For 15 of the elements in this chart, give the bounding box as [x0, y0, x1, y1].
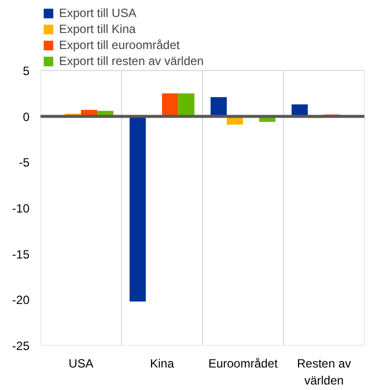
y-tick-label: 0	[22, 110, 30, 124]
y-tick-label: -20	[12, 293, 30, 308]
legend-label: Export till resten av världen	[59, 54, 204, 68]
y-tick-label: 5	[22, 64, 30, 78]
x-tick-label: Resten av världen	[296, 356, 352, 388]
y-tick-label: -10	[12, 202, 30, 216]
x-tick-label: USA	[68, 356, 94, 370]
x-tick-label: Kina	[150, 356, 174, 370]
x-tick-label: Euroområdet	[208, 356, 278, 370]
y-tick-label: -5	[18, 156, 30, 170]
legend-label: Export till Kina	[59, 22, 136, 36]
y-tick-label: -25	[12, 339, 30, 353]
legend-label: Export till USA	[59, 6, 136, 20]
y-tick-label: -15	[12, 247, 30, 262]
legend-label: Export till euroområdet	[59, 38, 180, 52]
